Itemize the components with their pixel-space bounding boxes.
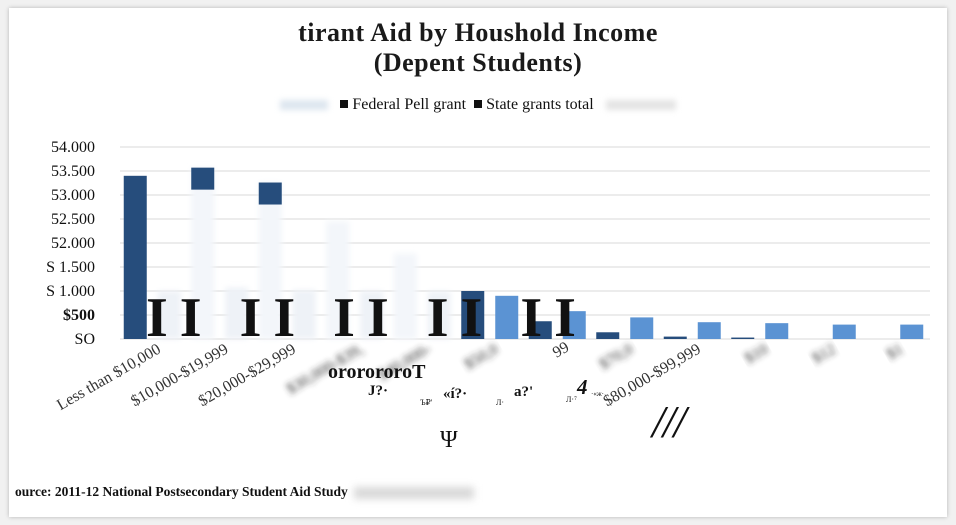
legend-swatch-pell <box>340 100 349 108</box>
y-tick-label: $500 <box>63 307 95 324</box>
x-tick-text: $70,0 <box>597 341 637 374</box>
bar-pell-cap <box>191 167 215 190</box>
overlay-text-d1: Ъ₽' <box>420 398 433 407</box>
bar-state <box>427 291 451 339</box>
bar-state <box>360 291 384 339</box>
chart-title-line2: (Depent Students) <box>373 48 583 77</box>
chart-title-line1: tirant Aid by Houshold Income <box>298 18 658 47</box>
bar-state <box>630 317 654 339</box>
x-tick-text: $12 <box>809 341 838 368</box>
bar-state <box>832 324 856 339</box>
legend-label-state: State grants total <box>486 96 594 113</box>
y-axis-ticks: SO $500 S 1.000 S 1.500 52.000 52.500 53.000 53… <box>46 139 95 348</box>
bar-state <box>765 323 789 339</box>
y-tick-label: SO <box>75 331 95 348</box>
legend-blur-smudge-right <box>605 100 676 111</box>
y-tick-label: 52.000 <box>51 235 95 252</box>
x-tick-label: $1019,999 <box>742 341 771 368</box>
legend-label-pell: Federal Pell grant <box>352 96 467 113</box>
bar-pell <box>731 337 755 339</box>
legend-swatch-state <box>474 100 483 108</box>
overlay-bars-text: II II II II II <box>146 287 588 349</box>
bars <box>123 167 924 339</box>
bar-state <box>697 322 721 339</box>
bar-pell <box>191 167 215 339</box>
bar-state <box>292 290 316 339</box>
bar-pell <box>596 332 620 339</box>
bar-pell <box>393 253 417 339</box>
source-note: ource: 2011-12 National Postsecondary St… <box>15 484 474 500</box>
overlay-text-slashes: /// <box>652 396 686 447</box>
overlay-text-d4: ·«ж· <box>591 390 604 398</box>
chart-legend: Federal Pell grant State grants total <box>0 96 956 114</box>
overlay-text-four: 4 <box>577 375 588 399</box>
bar-pell <box>663 336 687 339</box>
overlay-text-ror: ororororoT <box>328 361 426 383</box>
x-tick-label: $1r more <box>884 341 906 364</box>
x-tick-text: $1 <box>884 341 906 364</box>
y-tick-label: 52.500 <box>51 211 95 228</box>
bar-state <box>562 311 586 339</box>
bar-pell <box>123 175 147 339</box>
bar-pell-cap <box>258 182 282 205</box>
chart-title: tirant Aid by Houshold Income (Depent St… <box>0 18 956 78</box>
y-tick-label: 53.500 <box>51 163 95 180</box>
x-tick-label: $70,099 <box>597 341 637 374</box>
legend-item-state: State grants total <box>474 96 594 114</box>
y-tick-label: 53.000 <box>51 187 95 204</box>
bar-state <box>157 291 181 339</box>
bar-state <box>495 295 519 339</box>
legend-blur-smudge <box>280 100 329 111</box>
overlay-text-d3: Л·⁷ <box>566 395 577 404</box>
overlay-text-d2: Л· <box>496 398 505 407</box>
source-blur-smudge <box>353 486 474 499</box>
x-axis-ticks: Less than $10,000$10,000-$19,999$20,000-… <box>54 339 906 414</box>
overlay-text-j: J?· <box>368 383 389 399</box>
x-tick-text: $10 <box>742 341 771 368</box>
source-text: ource: 2011-12 National Postsecondary St… <box>15 484 348 499</box>
bar-pell <box>461 291 485 339</box>
y-tick-label: S 1.500 <box>46 259 95 276</box>
bar-pell <box>326 221 350 339</box>
bar-state <box>225 287 249 339</box>
bar-pell <box>528 321 552 339</box>
overlay-text-q: «í?· <box>443 386 468 402</box>
y-tick-label: S 1.000 <box>46 283 95 300</box>
x-tick-label: 99 <box>550 339 572 362</box>
bar-pell <box>258 182 282 339</box>
y-tick-label: 54.000 <box>51 139 95 156</box>
chart-card <box>9 8 947 517</box>
overlay-text-a: a?' <box>514 384 534 400</box>
x-tick-tail: 99 <box>550 339 572 362</box>
overlay-text-psi: Ψ <box>440 427 458 453</box>
x-tick-label: $1249,999 <box>809 341 838 368</box>
gridlines <box>120 146 930 340</box>
legend-item-pell: Federal Pell grant <box>340 96 466 114</box>
bar-state <box>900 324 924 339</box>
